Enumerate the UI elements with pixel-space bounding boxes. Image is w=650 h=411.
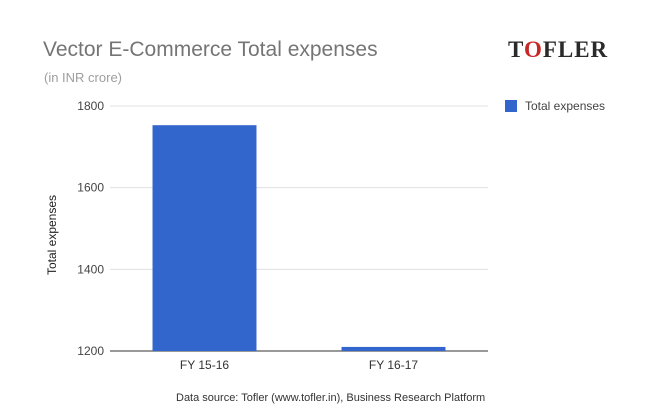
logo-text-start: T [508, 37, 524, 62]
y-tick-label: 1200 [77, 344, 104, 358]
x-tick-label: FY 15-16 [180, 358, 229, 372]
y-tick-label: 1800 [77, 99, 104, 113]
y-tick-label: 1600 [77, 181, 104, 195]
legend-label: Total expenses [525, 99, 606, 113]
chart-title: Vector E-Commerce Total expenses [43, 38, 378, 61]
logo-accent-letter: O [523, 37, 543, 62]
chart-legend: Total expenses [505, 99, 605, 113]
bars [152, 125, 446, 351]
tofler-logo: TOFLER [508, 37, 608, 63]
logo-text-end: FLER [542, 37, 609, 62]
x-tick-labels: FY 15-16 FY 16-17 [180, 358, 418, 372]
data-source-note: Data source: Tofler (www.tofler.in), Bus… [176, 392, 486, 404]
bar [341, 346, 446, 351]
bar [152, 125, 257, 351]
y-tick-labels: 1200 1400 1600 1800 [77, 99, 104, 358]
legend-swatch [505, 100, 517, 112]
chart-subtitle: (in INR crore) [44, 70, 123, 85]
x-tick-label: FY 16-17 [369, 358, 418, 372]
y-tick-label: 1400 [77, 262, 104, 276]
